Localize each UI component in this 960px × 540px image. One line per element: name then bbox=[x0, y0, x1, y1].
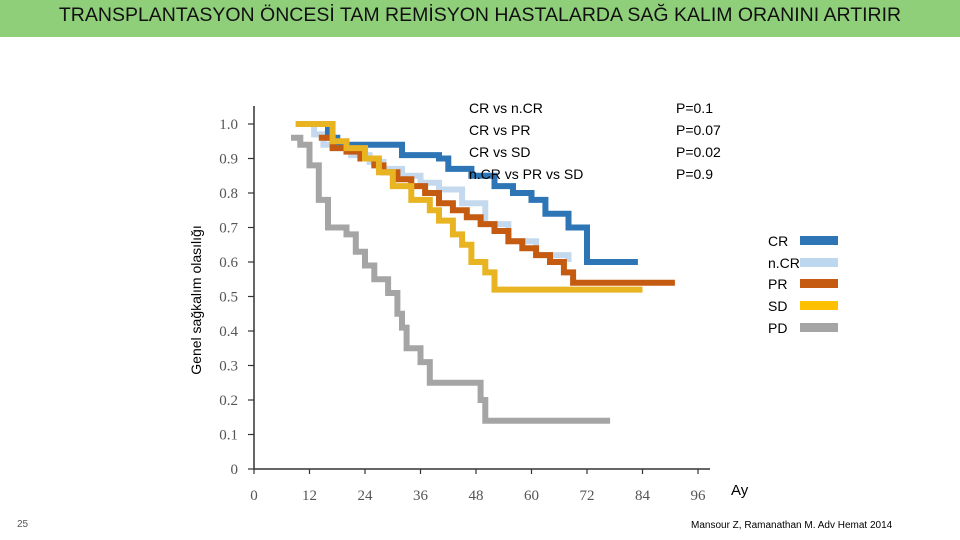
curve-sd bbox=[295, 121, 643, 293]
y-tick-label: 0.7 bbox=[219, 221, 238, 237]
y-tick-label: 0 bbox=[231, 462, 239, 478]
curve-pd bbox=[291, 134, 611, 424]
legend-swatch bbox=[800, 279, 838, 289]
x-tick-label: 96 bbox=[691, 488, 707, 504]
chart-curves bbox=[291, 121, 675, 424]
legend-label: SD bbox=[768, 298, 788, 315]
legend-swatch bbox=[800, 236, 838, 245]
p-value: P=0.9 bbox=[676, 166, 713, 182]
legend-swatch bbox=[800, 322, 838, 332]
x-tick-label: 60 bbox=[524, 488, 539, 504]
x-tick-label: 12 bbox=[302, 488, 317, 504]
y-tick-label: 0.5 bbox=[219, 290, 238, 306]
chart-axes: 0 0.1 0.2 0.3 0.4 0.5 0.6 0.7 0.8 0.9 1.0 0 12 24 36 48… bbox=[219, 106, 710, 504]
p-value: P=0.1 bbox=[676, 100, 713, 116]
legend-swatch bbox=[800, 257, 838, 267]
y-axis-label: Genel sağkalım olasılığı bbox=[188, 225, 204, 375]
p-value: P=0.07 bbox=[676, 122, 721, 138]
y-tick-label: 0.9 bbox=[219, 152, 238, 168]
legend-swatch bbox=[800, 301, 838, 311]
comparison-test: n.CR vs PR vs SD bbox=[469, 166, 584, 182]
comparison-test: CR vs SD bbox=[469, 144, 531, 160]
y-tick-label: 0.8 bbox=[219, 186, 238, 202]
x-tick-label: 72 bbox=[580, 488, 595, 504]
y-tick-label: 1.0 bbox=[219, 117, 238, 133]
slide-title: TRANSPLANTASYON ÖNCESİ TAM REMİSYON HAST… bbox=[58, 4, 902, 26]
comparison-test: CR vs PR bbox=[469, 122, 531, 138]
page-number: 25 bbox=[17, 519, 29, 530]
legend-label: n.CR bbox=[768, 254, 800, 271]
x-tick-label: 24 bbox=[358, 488, 374, 504]
x-tick-label: 84 bbox=[635, 488, 651, 504]
x-tick-label: 48 bbox=[469, 488, 484, 504]
comparison-test: CR vs n.CR bbox=[469, 100, 543, 116]
y-tick-label: 0.6 bbox=[219, 255, 238, 271]
title-bar bbox=[0, 0, 960, 37]
y-tick-label: 0.1 bbox=[219, 428, 238, 444]
x-axis-label: Ay bbox=[731, 482, 749, 499]
legend-label: CR bbox=[768, 233, 789, 249]
y-tick-label: 0.4 bbox=[219, 324, 238, 340]
x-tick-label: 0 bbox=[250, 488, 258, 504]
comparison-tests: CR vs n.CR CR vs PR CR vs SD n.CR vs PR … bbox=[469, 97, 583, 185]
source-citation: Mansour Z, Ramanathan M. Adv Hemat 2014 bbox=[691, 520, 893, 531]
legend-label: PD bbox=[768, 319, 788, 336]
legend-label: PR bbox=[768, 276, 788, 293]
p-value: P=0.02 bbox=[676, 144, 721, 160]
curve-cr bbox=[314, 121, 638, 265]
y-tick-label: 0.3 bbox=[219, 359, 238, 375]
p-values: P=0.1 P=0.07 P=0.02 P=0.9 bbox=[676, 97, 721, 185]
x-tick-label: 36 bbox=[413, 488, 429, 504]
y-tick-label: 0.2 bbox=[219, 393, 238, 409]
